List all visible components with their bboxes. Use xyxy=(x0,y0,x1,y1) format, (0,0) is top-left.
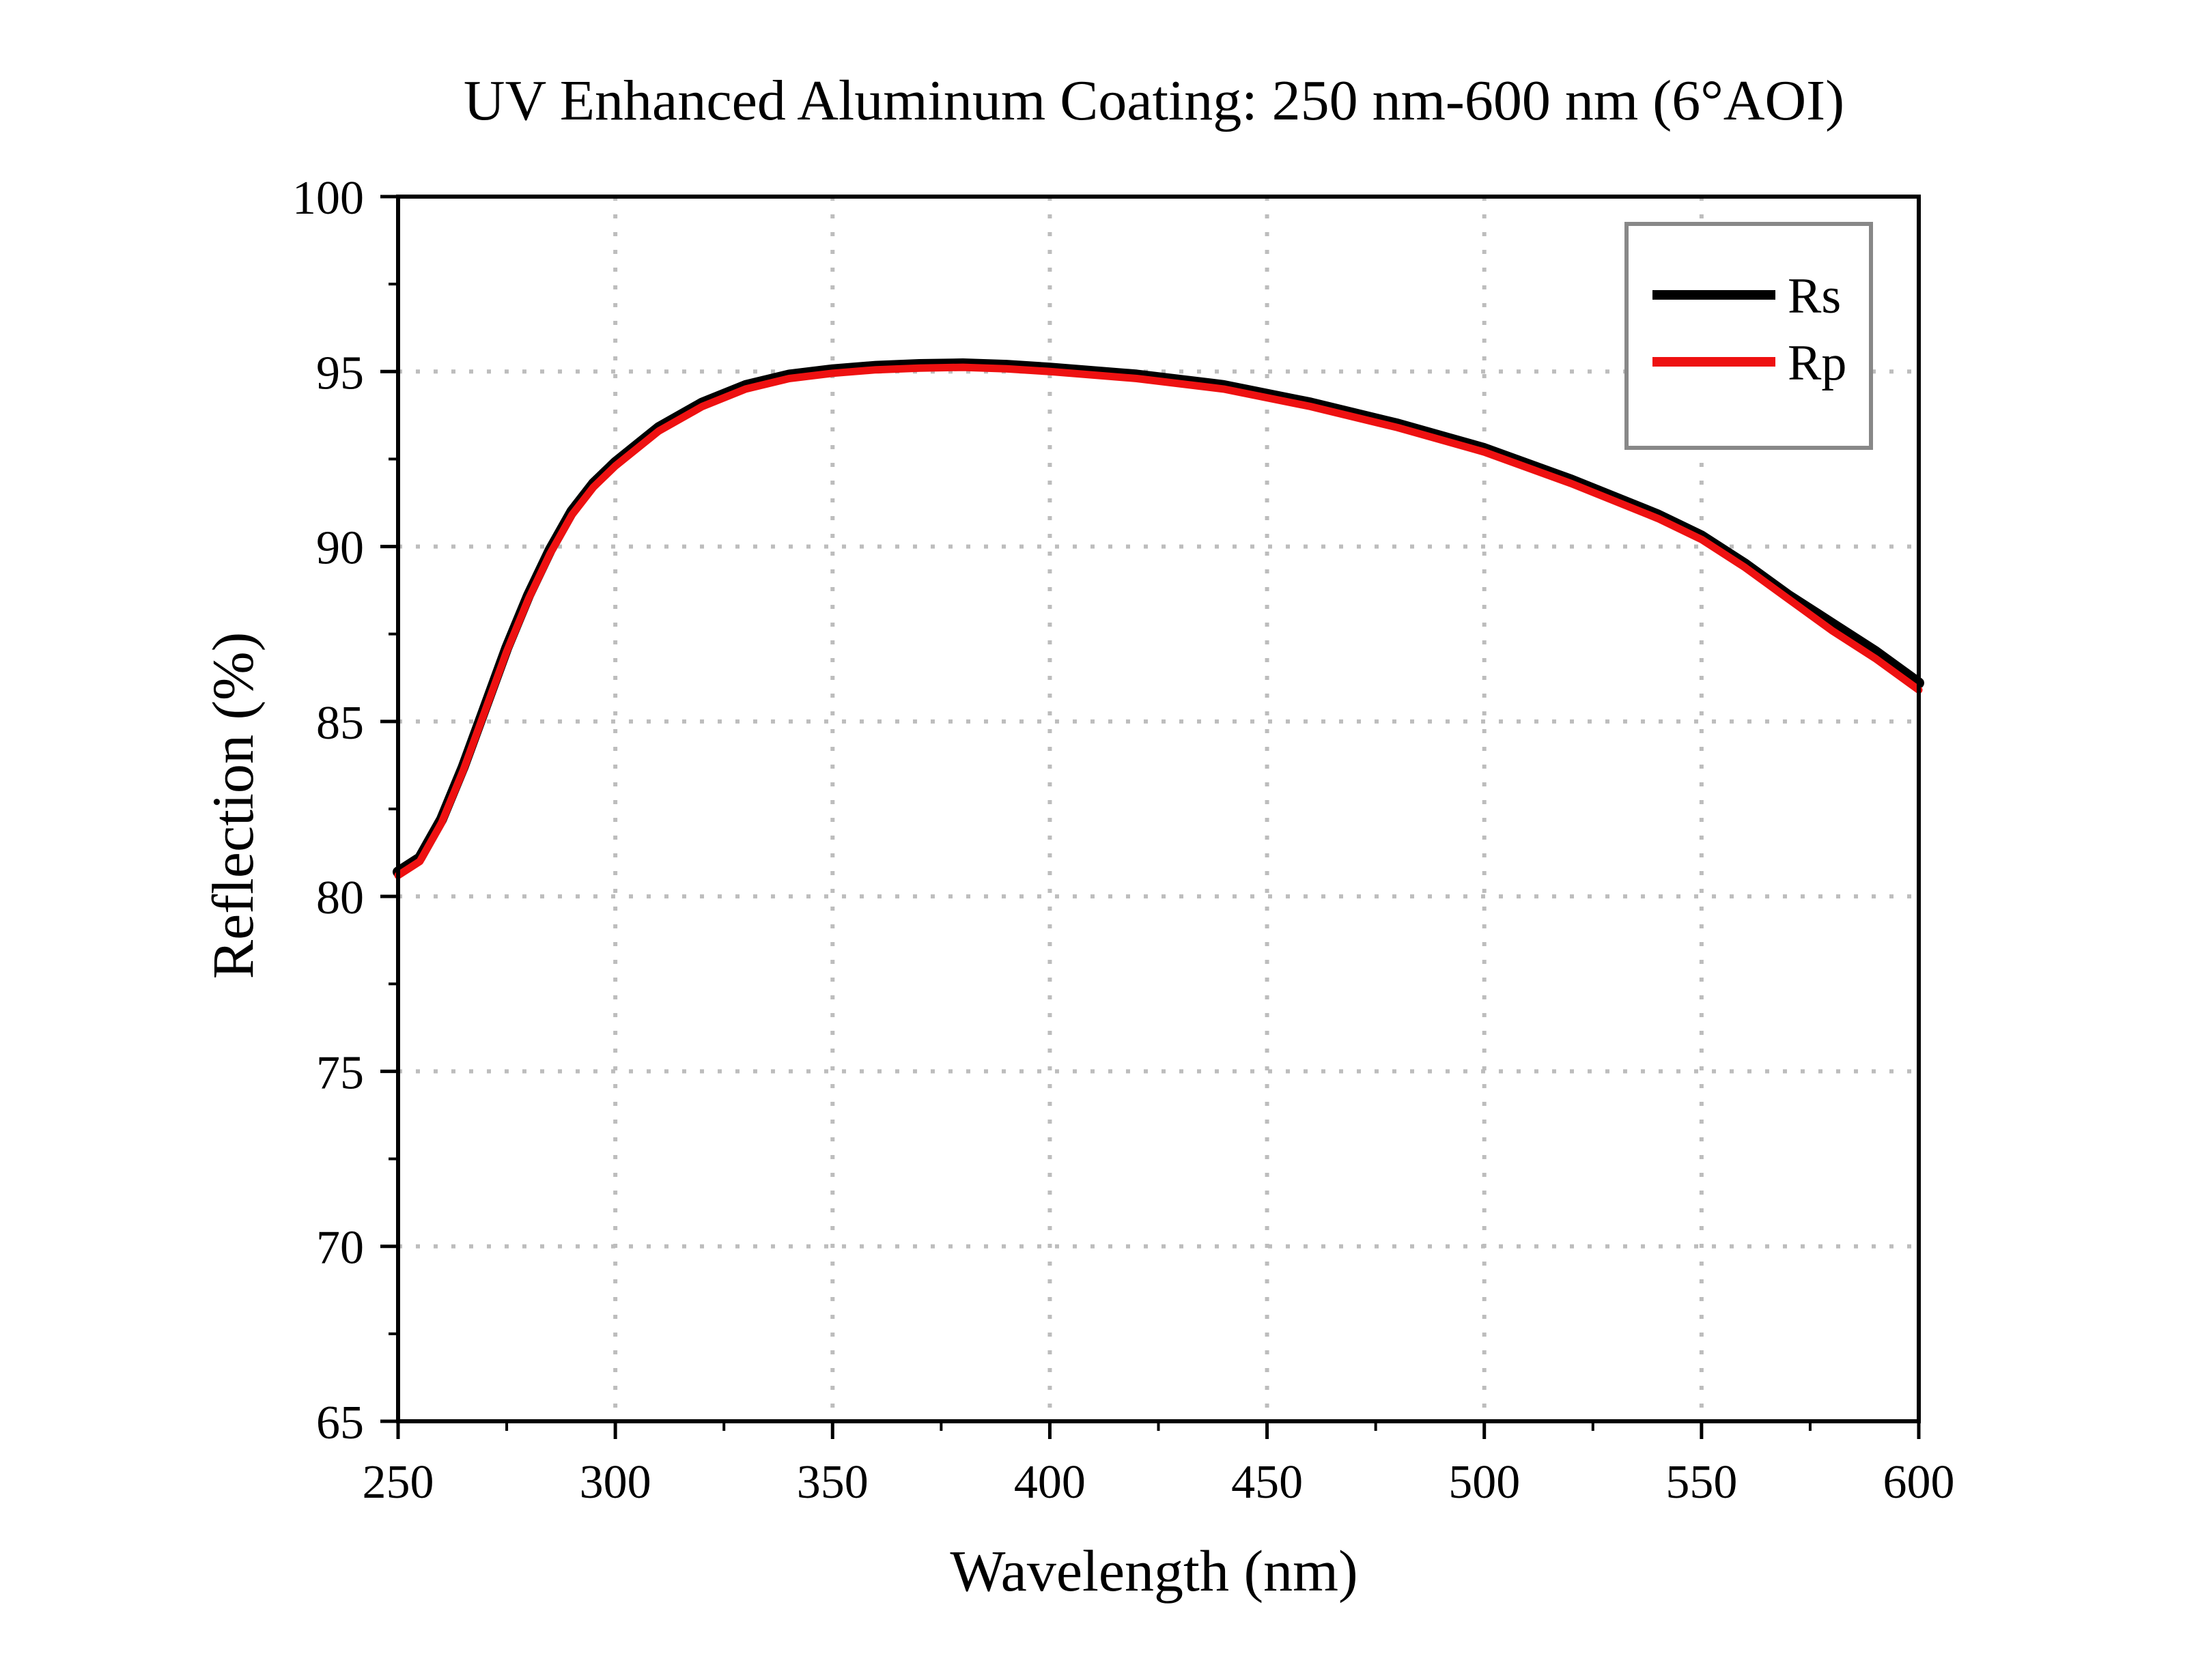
y-tick-label: 75 xyxy=(316,1047,364,1099)
x-tick-label: 600 xyxy=(1883,1456,1955,1509)
x-tick-label: 400 xyxy=(1014,1456,1086,1509)
y-axis-label: Reflection (%) xyxy=(200,632,266,980)
x-tick-label: 350 xyxy=(797,1456,869,1509)
y-tick-label: 95 xyxy=(316,347,364,399)
y-tick-label: 90 xyxy=(316,522,364,575)
legend-box xyxy=(1624,222,1873,450)
legend-label-rs: Rs xyxy=(1788,268,1841,324)
x-axis-label: Wavelength (nm) xyxy=(950,1538,1357,1604)
series-line-rp xyxy=(394,363,1923,879)
axes-layer: 250 300 350 400 450 500 550 600 65 70 75 80 85 90 95 10… xyxy=(292,172,1955,1509)
chart-title: UV Enhanced Aluminum Coating: 250 nm-600… xyxy=(464,69,1844,132)
x-tick-label: 550 xyxy=(1665,1456,1737,1509)
x-tick-label: 450 xyxy=(1231,1456,1303,1509)
y-tick-label: 70 xyxy=(316,1222,364,1275)
y-tick-label: 85 xyxy=(316,697,364,750)
y-tick-label: 80 xyxy=(316,872,364,924)
x-tick-label: 300 xyxy=(580,1456,651,1509)
x-tick-label: 500 xyxy=(1448,1456,1520,1509)
legend-label-rp: Rp xyxy=(1788,335,1846,391)
y-tick-label: 100 xyxy=(292,172,364,225)
x-tick-label: 250 xyxy=(363,1456,434,1509)
legend: Rs Rp xyxy=(1624,222,1873,450)
y-tick-label: 65 xyxy=(316,1397,364,1449)
series-layer xyxy=(393,358,1924,879)
